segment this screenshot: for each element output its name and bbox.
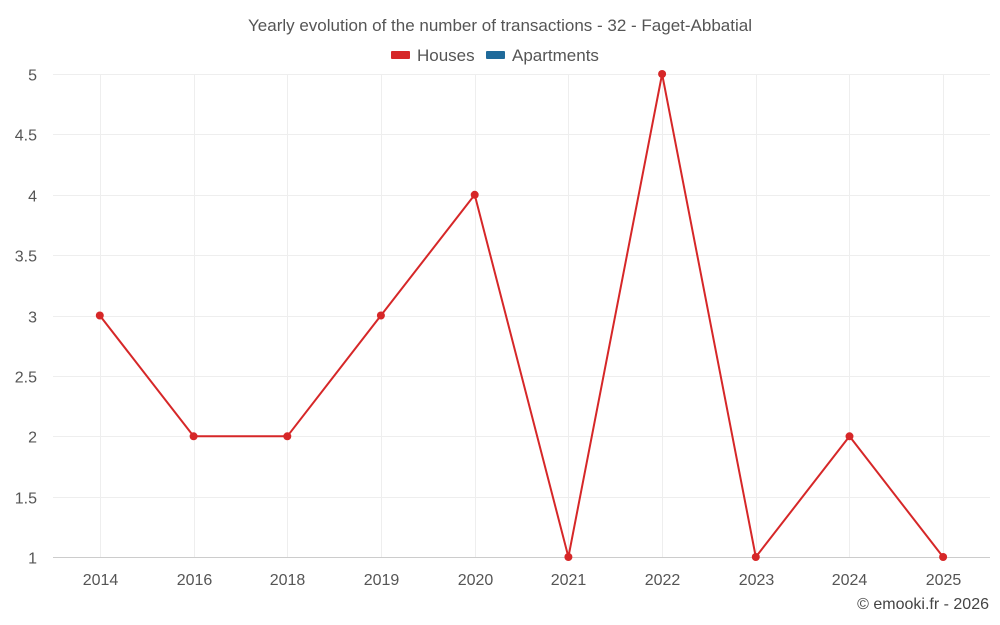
x-tick-label: 2018 [270, 572, 306, 589]
y-tick-label: 4.5 [15, 128, 37, 145]
grid [53, 74, 990, 557]
x-tick-label: 2021 [551, 572, 587, 589]
series-houses [95, 70, 948, 561]
y-tick-label: 3.5 [15, 249, 37, 266]
credit-text: © emooki.fr - 2026 [857, 596, 989, 613]
data-point-houses[interactable] [751, 553, 760, 561]
x-tick-label: 2016 [177, 572, 213, 589]
legend-swatch-houses [391, 51, 410, 59]
x-tick-label: 2023 [739, 572, 775, 589]
data-point-houses[interactable] [95, 311, 104, 320]
data-point-houses[interactable] [189, 432, 198, 441]
data-point-houses[interactable] [845, 432, 854, 441]
legend-label-apartments: Apartments [512, 46, 599, 65]
y-tick-label: 1.5 [15, 491, 37, 508]
y-tick-label: 5 [28, 68, 37, 85]
y-tick-label: 2.5 [15, 370, 37, 387]
y-tick-label: 1 [28, 551, 37, 568]
x-tick-label: 2022 [645, 572, 681, 589]
x-tick-label: 2019 [364, 572, 400, 589]
x-tick-label: 2024 [832, 572, 868, 589]
data-point-houses[interactable] [658, 70, 667, 78]
x-tick-label: 2020 [458, 572, 494, 589]
legend-item-houses[interactable]: Houses [391, 46, 475, 65]
chart-title: Yearly evolution of the number of transa… [248, 16, 752, 35]
x-tick-label: 2025 [926, 572, 962, 589]
y-tick-label: 2 [28, 430, 37, 447]
legend-item-apartments[interactable]: Apartments [486, 46, 599, 65]
data-point-houses[interactable] [939, 553, 948, 561]
legend: Houses Apartments [391, 46, 599, 65]
y-tick-label: 4 [28, 189, 37, 206]
legend-swatch-apartments [486, 51, 505, 59]
data-point-houses[interactable] [376, 311, 385, 320]
y-axis-ticks: 1 1.5 2 2.5 3 3.5 4 4.5 5 [15, 68, 37, 568]
data-point-houses[interactable] [564, 553, 573, 561]
x-axis-ticks: 2014 2016 2018 2019 2020 2021 2022 2023 2024 2025 [83, 572, 962, 589]
data-point-houses[interactable] [283, 432, 292, 441]
legend-label-houses: Houses [417, 46, 475, 65]
x-tick-label: 2014 [83, 572, 119, 589]
y-tick-label: 3 [28, 310, 37, 327]
data-point-houses[interactable] [470, 190, 479, 199]
series-line-houses [99, 73, 944, 558]
